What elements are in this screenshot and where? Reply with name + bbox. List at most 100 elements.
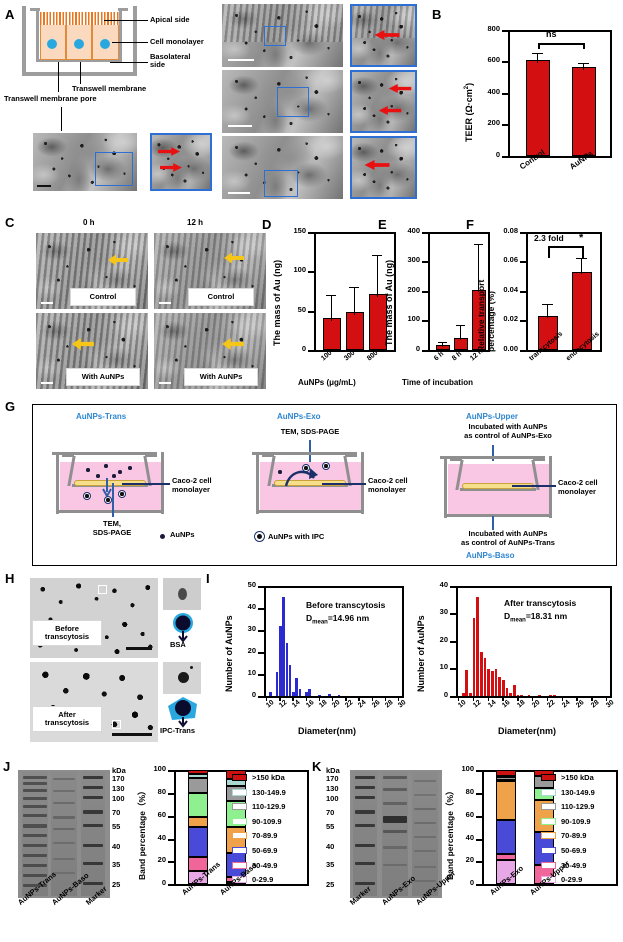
legend-label: 90-109.9 <box>252 816 282 826</box>
gel-band <box>413 822 437 824</box>
y-tick-0: 0 <box>251 690 256 699</box>
panel-letter-a: A <box>5 7 15 22</box>
y-tick-100: 100 <box>461 764 474 773</box>
y-tick-0: 0 <box>301 344 306 353</box>
histogram-bar <box>553 694 556 696</box>
g-title-aunps-trans: AuNPs-Trans <box>76 412 127 421</box>
chart-j-band-percentage: 100 80 60 40 20 0 Band percentage（%） >15… <box>137 764 310 942</box>
x-tick <box>305 696 307 701</box>
y-tick-80: 80 <box>465 787 474 796</box>
stacked-segment <box>188 870 208 884</box>
panel-letter-c: C <box>5 215 15 230</box>
x-axis-title-diameter: Diameter(nm) <box>298 726 357 736</box>
legend-swatch <box>232 788 247 796</box>
tem-h-inset-bsa <box>163 578 201 610</box>
histogram-bar <box>282 597 285 696</box>
histogram-bar <box>501 679 505 696</box>
gel-band <box>354 796 376 799</box>
panel-letter-g: G <box>5 399 16 414</box>
y-tick-100: 100 <box>153 764 166 773</box>
gel-image-k <box>350 770 442 898</box>
legend-label: 0-29.9 <box>252 875 274 885</box>
panel-letter-j: J <box>3 759 11 774</box>
y-tick-800: 800 <box>487 24 500 33</box>
y-tick-60: 60 <box>465 810 474 819</box>
gel-marker-label: 25 <box>326 880 335 889</box>
legend-label-aunps-ipc: AuNPs with IPC <box>268 532 325 541</box>
gel-image-j <box>18 770 110 898</box>
histogram-bar <box>549 694 553 696</box>
histogram-bar <box>490 671 494 696</box>
gel-band <box>413 794 437 796</box>
yellow-arrow-icon <box>108 254 128 266</box>
gel-band <box>52 790 76 792</box>
panel-letter-d: D <box>262 217 272 232</box>
panel-letter-k: K <box>312 759 322 774</box>
stacked-segment <box>496 853 516 861</box>
legend-swatch <box>541 832 556 840</box>
leader-pore-to-tem <box>61 107 63 131</box>
g-title-aunps-upper: AuNPs-Upper <box>466 412 519 421</box>
histogram-bar <box>538 694 542 696</box>
legend-label-aunps: AuNPs <box>170 530 195 539</box>
tem-pore-overview <box>33 133 137 191</box>
legend-swatch <box>232 817 247 825</box>
g-callout-line-trans <box>122 483 170 485</box>
col-header-12h: 12 h <box>187 218 204 227</box>
tem-basolateral-overview <box>222 136 343 199</box>
y-axis-title-count: Number of AuNPs <box>224 615 234 692</box>
y-tick-40: 40 <box>157 833 166 842</box>
x-axis-title-time: Time of incubation <box>402 378 473 387</box>
gel-band <box>23 814 47 817</box>
histogram-bar <box>337 694 341 696</box>
histogram-bar <box>516 694 520 696</box>
histogram-bar <box>285 643 289 696</box>
legend-label: 130-149.9 <box>561 787 595 797</box>
gel-band <box>52 828 76 830</box>
gel-band <box>354 882 376 885</box>
gel-band <box>23 874 47 877</box>
x-tick <box>532 696 534 701</box>
kda-label-k: kDa <box>326 766 340 775</box>
tile-label-control-12h: Control <box>188 288 254 306</box>
histogram-bar <box>472 617 476 696</box>
gel-marker-label: 70 <box>326 808 335 817</box>
y-tick-10: 10 <box>247 668 256 677</box>
y-tick-20: 20 <box>439 635 448 644</box>
stacked-segment <box>188 778 208 793</box>
red-arrow-icon <box>160 163 182 172</box>
tem-apical-overview <box>222 4 343 67</box>
bar-100 <box>323 318 341 350</box>
gel-band <box>52 858 76 860</box>
y-tick-20: 20 <box>157 855 166 864</box>
red-arrow-icon <box>158 147 180 156</box>
stacked-segment <box>188 856 208 871</box>
gel-band <box>82 844 104 847</box>
stacked-segment <box>496 819 516 854</box>
histogram-bar <box>494 668 498 696</box>
y-tick-30: 30 <box>247 624 256 633</box>
histogram-bar <box>298 689 302 696</box>
y-tick-0: 0 <box>415 344 420 353</box>
gel-marker-label: 40 <box>326 842 335 851</box>
gel-band <box>23 884 47 887</box>
legend-swatch <box>541 876 556 884</box>
legend-label: 50-69.9 <box>252 846 278 855</box>
gel-marker-label: 40 <box>112 842 121 851</box>
legend-label: 130-149.9 <box>252 787 286 797</box>
y-tick-80: 80 <box>157 787 166 796</box>
leader-apical <box>104 20 148 22</box>
chart-i-before-transcytosis: 50 40 30 20 10 0 Number of AuNPs Before … <box>220 580 407 740</box>
legend-label: 110-129.9 <box>252 802 286 812</box>
x-tick <box>591 696 593 701</box>
red-arrow-icon <box>388 84 412 93</box>
x-tick <box>398 696 400 701</box>
gel-band <box>23 782 47 785</box>
legend-swatch <box>541 774 556 781</box>
x-tick <box>318 696 321 701</box>
chart-e-mass-vs-time: 400 300 200 100 0 The mass of Au (ng) 6 … <box>384 224 505 389</box>
histogram-bar <box>487 668 491 696</box>
ipc-trans-particle-icon <box>168 697 197 728</box>
gel-band <box>354 862 376 865</box>
histogram-bar <box>318 694 321 696</box>
